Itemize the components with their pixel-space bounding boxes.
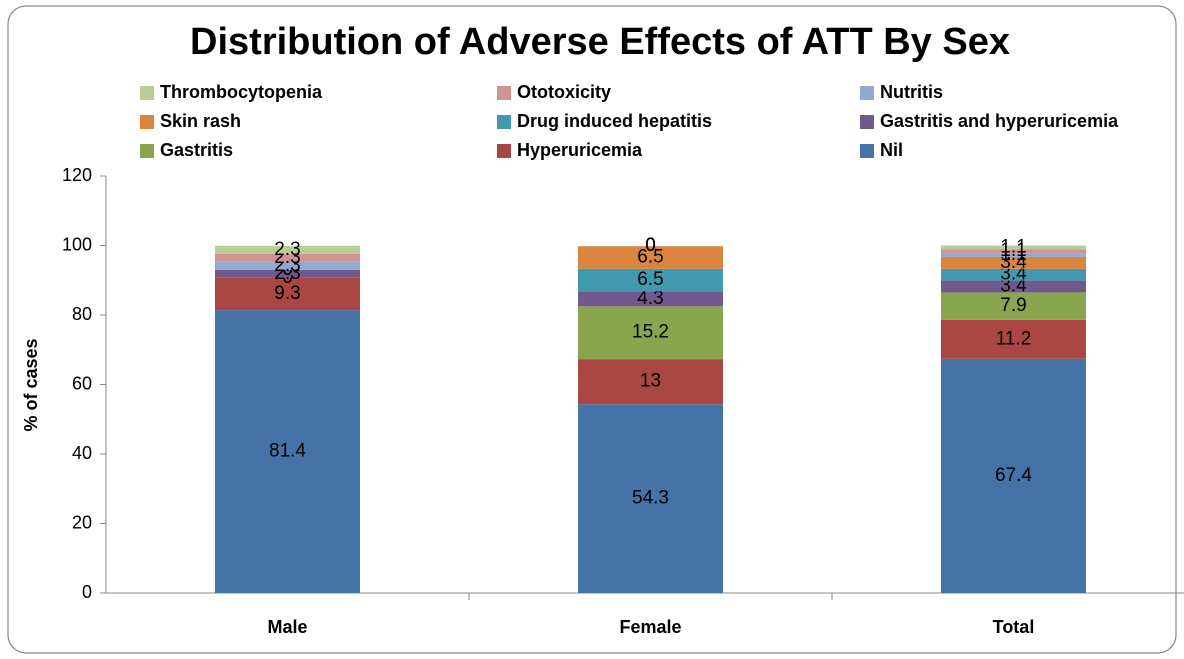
y-tick-label: 80: [72, 304, 92, 324]
legend-swatch: [860, 115, 874, 129]
bar-segment: [215, 310, 360, 593]
bar-segment: [215, 253, 360, 262]
legend-swatch: [860, 144, 874, 158]
legend-swatch: [140, 144, 154, 158]
y-tick-label: 40: [72, 443, 92, 463]
bar-segment: [215, 261, 360, 270]
data-label: 0: [645, 235, 656, 256]
x-tick-label: Female: [619, 617, 681, 637]
y-tick-label: 0: [82, 582, 92, 602]
legend-label: Thrombocytopenia: [160, 82, 323, 102]
bar-segment: [941, 292, 1086, 320]
legend-swatch: [497, 86, 511, 100]
data-label: 0: [645, 235, 656, 256]
data-label: 9.3: [274, 283, 300, 304]
y-axis-label: % of cases: [21, 338, 41, 431]
data-label: 13: [640, 371, 661, 392]
data-label: 6.5: [637, 247, 663, 268]
legend-swatch: [140, 115, 154, 129]
data-label: 1.1: [1000, 240, 1026, 261]
bar-segment: [578, 291, 723, 307]
data-label: 54.3: [632, 488, 669, 509]
bar-segment: [941, 245, 1086, 250]
legend-swatch: [860, 86, 874, 100]
bar-segment: [215, 277, 360, 311]
bar-segment: [215, 245, 360, 254]
bar-segment: [941, 358, 1086, 593]
bar-segment: [941, 253, 1086, 257]
bar-segment: [578, 246, 723, 269]
y-tick-label: 20: [72, 512, 92, 532]
y-tick-label: 100: [62, 234, 92, 254]
legend-swatch: [140, 86, 154, 100]
bar-segment: [941, 256, 1086, 269]
data-label: 6.5: [637, 269, 663, 290]
legend-label: Ototoxicity: [517, 82, 611, 102]
data-label: 1.1: [1000, 236, 1026, 257]
data-label: 15.2: [632, 322, 669, 343]
data-label: 4.3: [637, 288, 663, 309]
bar-segment: [215, 269, 360, 278]
legend-label: Gastritis and hyperuricemia: [880, 111, 1119, 131]
data-label: 2.3: [274, 239, 300, 260]
y-tick-label: 60: [72, 373, 92, 393]
data-label: 3.4: [1000, 276, 1027, 297]
bar-segment: [941, 249, 1086, 254]
y-tick-label: 120: [62, 165, 92, 185]
legend-label: Nutritis: [880, 82, 943, 102]
x-tick-label: Male: [267, 617, 307, 637]
legend-label: Gastritis: [160, 140, 233, 160]
data-label: 3.4: [1000, 264, 1027, 285]
chart-title: Distribution of Adverse Effects of ATT B…: [190, 21, 1010, 63]
legend-label: Skin rash: [160, 111, 241, 131]
data-label: 67.4: [995, 465, 1032, 486]
bar-segment: [941, 268, 1086, 281]
data-label: 7.9: [1000, 295, 1026, 316]
bar-segment: [941, 319, 1086, 359]
bar-segment: [941, 280, 1086, 293]
bar-segment: [578, 306, 723, 360]
bar-segment: [578, 359, 723, 405]
bar-segment: [578, 404, 723, 593]
x-tick-label: Total: [993, 617, 1035, 637]
legend-swatch: [497, 144, 511, 158]
data-label: 11.2: [996, 328, 1032, 349]
legend-label: Hyperuricemia: [517, 140, 643, 160]
data-label: 3.4: [1000, 252, 1027, 273]
data-label: 81.4: [269, 441, 306, 462]
legend-label: Drug induced hepatitis: [517, 111, 712, 131]
data-label: 0: [645, 235, 656, 256]
bar-segment: [578, 268, 723, 292]
legend-label: Nil: [880, 140, 903, 160]
legend-swatch: [497, 115, 511, 129]
